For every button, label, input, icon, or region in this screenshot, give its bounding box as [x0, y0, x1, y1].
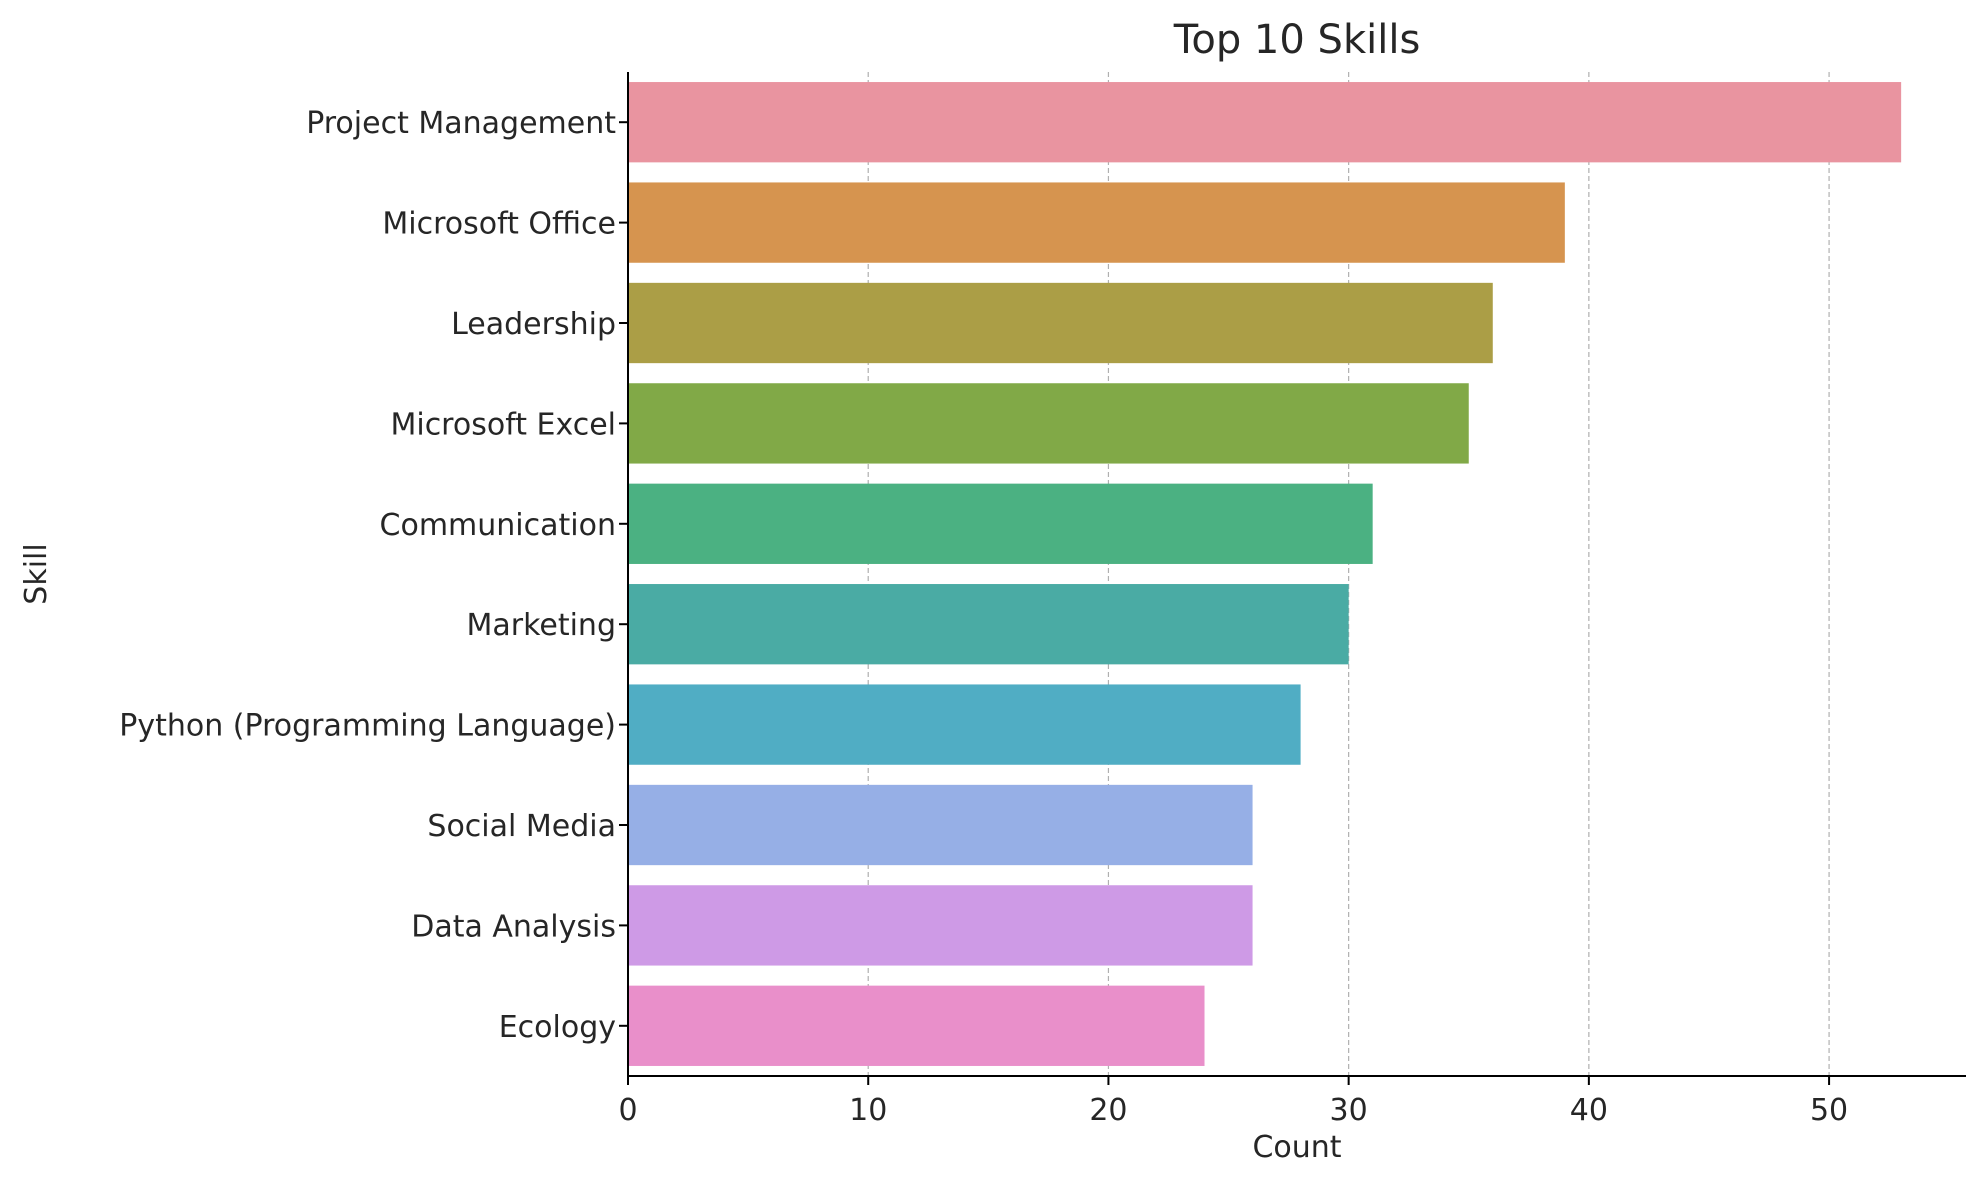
bar-microsoft-office [628, 182, 1565, 263]
x-tick-label-30: 30 [1330, 1093, 1368, 1128]
bar-data-analysis [628, 885, 1253, 966]
y-tick-label-leadership: Leadership [451, 307, 616, 342]
x-axis-label: Count [1252, 1130, 1341, 1165]
bar-python-programming-language [628, 684, 1301, 765]
x-tick-label-50: 50 [1810, 1093, 1848, 1128]
axes [627, 72, 1966, 1077]
bar-social-media [628, 784, 1253, 866]
y-axis-label: Skill [19, 543, 54, 604]
chart-title: Top 10 Skills [1173, 17, 1421, 63]
bar-marketing [628, 584, 1349, 665]
y-tick-label-data-analysis: Data Analysis [411, 909, 616, 944]
y-tick-label-microsoft-excel: Microsoft Excel [390, 407, 616, 442]
bar-microsoft-excel [628, 383, 1469, 464]
y-tick-label-project-management: Project Management [306, 106, 616, 141]
x-tick-label-20: 20 [1089, 1093, 1127, 1128]
bar-project-management [628, 82, 1902, 163]
bar-communication [628, 483, 1373, 564]
x-tick-label-10: 10 [849, 1093, 887, 1128]
y-tick-label-python-programming-language: Python (Programming Language) [119, 709, 616, 744]
y-tick-label-microsoft-office: Microsoft Office [382, 207, 616, 242]
y-tick-label-social-media: Social Media [427, 809, 616, 844]
y-tick-label-communication: Communication [380, 508, 616, 543]
bar-leadership [628, 282, 1493, 364]
ticks: 0 10 20 30 40 50 Project Management Microsoft O… [119, 106, 1848, 1128]
y-tick-label-ecology: Ecology [499, 1010, 616, 1045]
x-tick-label-40: 40 [1570, 1093, 1608, 1128]
y-tick-label-marketing: Marketing [466, 608, 616, 643]
bar-ecology [628, 985, 1205, 1066]
bars [628, 82, 1902, 1066]
x-tick-label-0: 0 [618, 1093, 637, 1128]
